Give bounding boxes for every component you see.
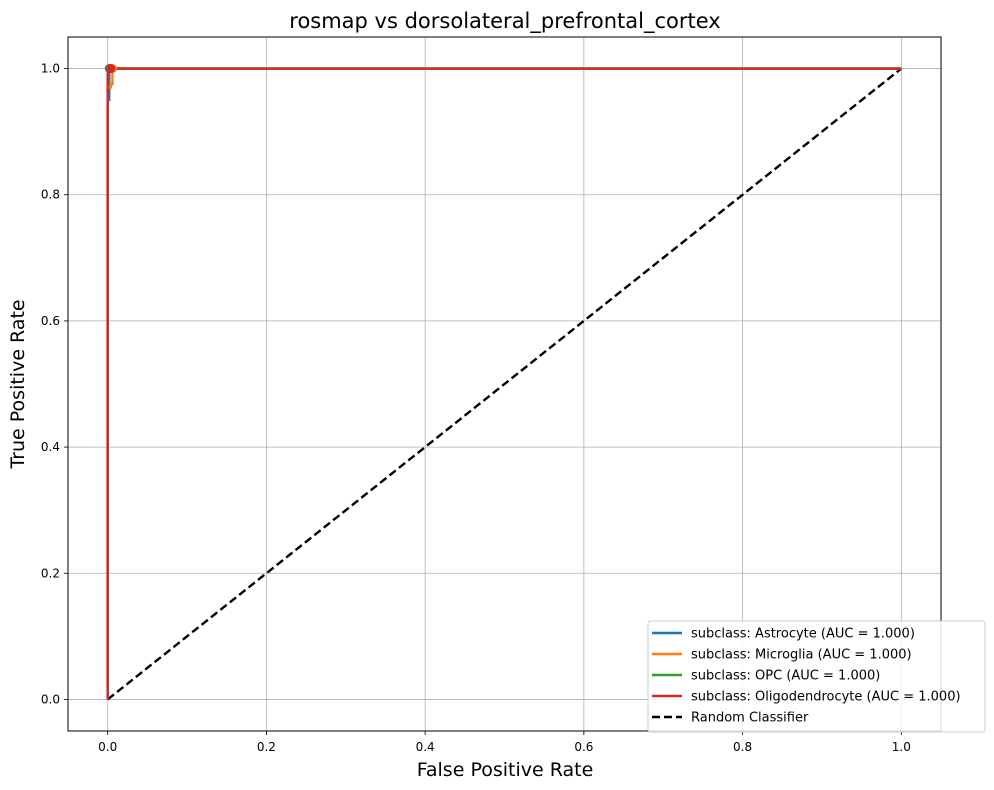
y-tick-label: 0.6 — [41, 314, 60, 328]
plot-frame — [67, 36, 942, 732]
grid-lines — [68, 37, 941, 731]
x-tick-label: 1.0 — [892, 740, 911, 754]
x-tick-label: 0.2 — [257, 740, 276, 754]
y-axis-ticks: 0.0 0.2 0.4 0.6 0.8 1.0 — [41, 62, 68, 706]
x-tick-label: 0.6 — [574, 740, 593, 754]
legend-box — [647, 620, 986, 733]
legend-label-0: subclass: Astrocyte (AUC = 1.000) — [691, 627, 915, 642]
legend-label-1: subclass: Microglia (AUC = 1.000) — [691, 648, 912, 663]
y-tick-label: 1.0 — [41, 62, 60, 76]
y-tick-label: 0.8 — [41, 188, 60, 202]
y-tick-label: 0.0 — [41, 692, 60, 706]
y-tick-label: 0.2 — [41, 566, 60, 580]
legend-label-4: Random Classifier — [691, 711, 809, 726]
y-axis-title: True Positive Rate — [7, 299, 29, 469]
series-markers — [104, 64, 117, 74]
series-line-4 — [106, 67, 903, 701]
x-axis-title: False Positive Rate — [417, 759, 594, 781]
x-axis-ticks: 0.0 0.2 0.4 0.6 0.8 1.0 — [98, 731, 911, 754]
x-tick-label: 0.0 — [98, 740, 117, 754]
x-tick-label: 0.8 — [733, 740, 752, 754]
chart-title: rosmap vs dorsolateral_prefrontal_cortex — [289, 9, 720, 34]
legend: subclass: Astrocyte (AUC = 1.000) subclas… — [647, 620, 986, 733]
legend-label-2: subclass: OPC (AUC = 1.000) — [691, 669, 880, 684]
series-marker-3 — [106, 64, 116, 74]
x-tick-label: 0.4 — [416, 740, 435, 754]
legend-entries: subclass: Astrocyte (AUC = 1.000) subclas… — [652, 627, 961, 726]
y-tick-label: 0.4 — [41, 440, 60, 454]
legend-label-3: subclass: Oligodendrocyte (AUC = 1.000) — [691, 690, 961, 705]
